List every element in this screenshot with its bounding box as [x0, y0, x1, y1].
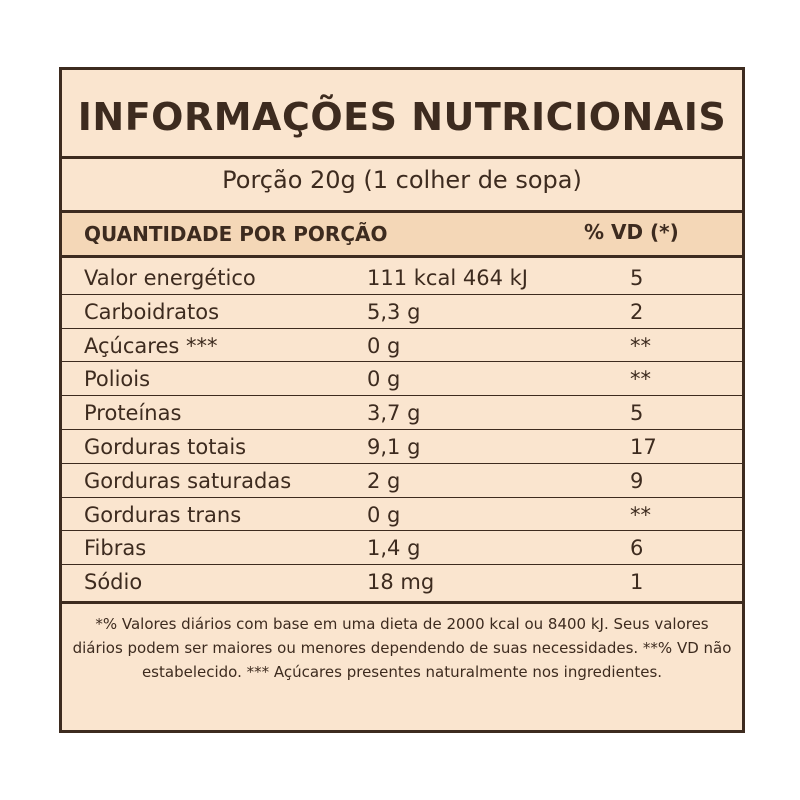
- nutrient-amount: 3,7 g: [367, 401, 421, 426]
- nutrient-amount: 9,1 g: [367, 435, 421, 459]
- nutrient-row: Carboidratos 5,3 g 2: [62, 295, 742, 329]
- nutrient-name: Carboidratos: [84, 299, 220, 324]
- nutrient-dv: 17: [630, 435, 657, 459]
- nutrient-dv: **: [630, 333, 651, 358]
- nutrient-amount: 111 kcal 464 kJ: [367, 266, 528, 290]
- row-divider: [62, 462, 742, 464]
- row-divider: [62, 293, 742, 295]
- nutrient-name: Proteínas: [84, 401, 182, 426]
- nutrient-dv: **: [630, 367, 651, 392]
- nutrition-facts-panel: INFORMAÇÕES NUTRICIONAIS Porção 20g (1 c…: [59, 67, 745, 733]
- nutrient-dv: 1: [630, 570, 644, 595]
- row-divider: [62, 327, 742, 329]
- nutrient-row: Proteínas 3,7 g 5: [62, 396, 742, 430]
- row-divider: [62, 496, 742, 498]
- table-bottom-divider: [62, 601, 742, 604]
- nutrient-row: Açúcares *** 0 g **: [62, 329, 742, 363]
- nutrient-amount: 5,3 g: [367, 299, 421, 324]
- nutrient-amount: 0 g: [367, 502, 401, 527]
- nutrient-dv: 5: [630, 266, 644, 290]
- nutrient-dv: 6: [630, 536, 644, 561]
- serving-divider: [62, 210, 742, 213]
- row-divider: [62, 564, 742, 566]
- nutrient-row: Poliois 0 g **: [62, 362, 742, 397]
- nutrient-row: Gorduras saturadas 2 g 9: [62, 464, 742, 498]
- nutrient-amount: 1,4 g: [367, 536, 421, 561]
- row-divider: [62, 361, 742, 363]
- dv-header: % VD (*): [584, 220, 679, 244]
- nutrient-name: Gorduras trans: [84, 502, 242, 527]
- nutrient-row: Fibras 1,4 g 6: [62, 531, 742, 566]
- nutrient-name: Açúcares ***: [84, 333, 218, 358]
- row-divider: [62, 530, 742, 532]
- footnote: *% Valores diários com base em uma dieta…: [72, 615, 732, 681]
- row-divider: [62, 395, 742, 397]
- nutrient-name: Sódio: [84, 570, 143, 595]
- nutrient-name: Poliois: [84, 367, 151, 392]
- nutrient-row: Gorduras totais 9,1 g 17: [62, 430, 742, 464]
- nutrient-row: Sódio 18 mg 1: [62, 565, 742, 599]
- nutrient-dv: **: [630, 502, 651, 527]
- nutrient-dv: 9: [630, 468, 644, 493]
- row-divider: [62, 428, 742, 430]
- nutrient-amount: 0 g: [367, 333, 401, 358]
- serving-size: Porção 20g (1 colher de sopa): [222, 166, 582, 194]
- header-divider: [62, 255, 742, 258]
- title-divider: [62, 156, 742, 159]
- nutrient-name: Gorduras totais: [84, 435, 247, 459]
- nutrient-row: Gorduras trans 0 g **: [62, 498, 742, 532]
- nutrient-amount: 2 g: [367, 468, 401, 493]
- nutrient-dv: 2: [630, 299, 644, 324]
- nutrient-name: Fibras: [84, 536, 147, 561]
- nutrient-name: Valor energético: [84, 266, 256, 290]
- panel-title: INFORMAÇÕES NUTRICIONAIS: [77, 95, 727, 139]
- nutrient-amount: 0 g: [367, 367, 401, 392]
- nutrient-row: Valor energético 111 kcal 464 kJ 5: [62, 261, 742, 295]
- nutrient-name: Gorduras saturadas: [84, 468, 292, 493]
- nutrient-amount: 18 mg: [367, 570, 435, 595]
- quantity-header: QUANTIDADE POR PORÇÃO: [84, 222, 388, 246]
- column-header-row: QUANTIDADE POR PORÇÃO % VD (*): [62, 213, 742, 255]
- nutrient-dv: 5: [630, 401, 644, 426]
